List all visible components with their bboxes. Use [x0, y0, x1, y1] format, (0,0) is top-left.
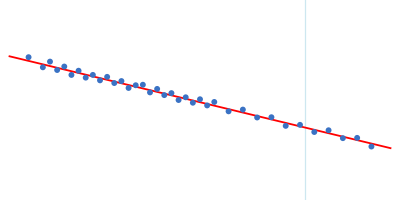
Point — [54, 68, 60, 72]
Point — [340, 137, 346, 140]
Point — [90, 73, 96, 77]
Point — [182, 96, 189, 99]
Point — [132, 84, 139, 87]
Point — [282, 124, 289, 127]
Point — [225, 110, 232, 113]
Point — [161, 93, 168, 97]
Point — [254, 116, 260, 119]
Point — [368, 145, 375, 148]
Point — [147, 91, 153, 94]
Point — [61, 65, 68, 68]
Point — [154, 87, 160, 91]
Point — [104, 75, 110, 78]
Point — [297, 123, 303, 126]
Point — [25, 56, 32, 59]
Point — [40, 66, 46, 69]
Point — [204, 104, 210, 107]
Point — [140, 83, 146, 86]
Point — [47, 60, 53, 63]
Point — [68, 73, 75, 77]
Point — [190, 101, 196, 104]
Point — [211, 100, 218, 104]
Point — [197, 98, 203, 101]
Point — [111, 81, 118, 85]
Point — [325, 129, 332, 132]
Point — [354, 136, 360, 139]
Point — [240, 108, 246, 111]
Point — [82, 76, 89, 79]
Point — [97, 79, 103, 82]
Point — [175, 98, 182, 102]
Point — [75, 69, 82, 72]
Point — [168, 92, 175, 95]
Point — [118, 79, 125, 83]
Point — [268, 116, 275, 119]
Point — [125, 86, 132, 90]
Point — [311, 130, 318, 134]
